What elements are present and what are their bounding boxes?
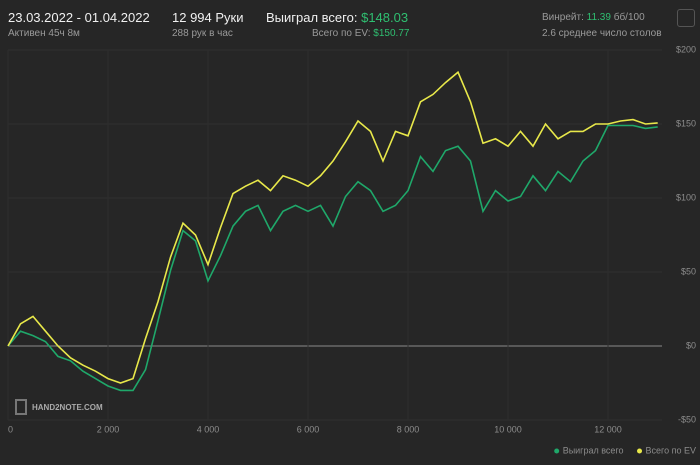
won-value: $148.03 xyxy=(361,10,409,25)
ev-total: Всего по EV: $150.77 xyxy=(312,28,409,39)
won-label: Выиграл всего: xyxy=(266,10,358,25)
winrate-value: 11.39 xyxy=(586,12,611,23)
legend-label: Выиграл всего xyxy=(563,445,624,455)
x-tick-label: 0 xyxy=(8,424,13,434)
x-tick-label: 12 000 xyxy=(594,424,622,434)
x-tick-label: 6 000 xyxy=(297,424,320,434)
y-tick-label: -$50 xyxy=(678,414,696,424)
legend-swatch xyxy=(637,448,643,454)
x-tick-label: 10 000 xyxy=(494,424,522,434)
y-tick-label: $50 xyxy=(681,266,696,276)
logo: HAND2NOTE.COM xyxy=(32,403,103,412)
y-tick-label: $100 xyxy=(676,192,696,202)
y-tick-label: $0 xyxy=(686,340,696,350)
winrate: Винрейт: 11.39 бб/100 xyxy=(542,12,645,23)
y-tick-label: $200 xyxy=(676,44,696,54)
line-series xyxy=(7,124,658,392)
legend-swatch xyxy=(554,448,560,454)
ev-value: $150.77 xyxy=(373,28,410,39)
hands: 12 994 Руки xyxy=(172,10,244,25)
y-tick-label: $150 xyxy=(676,118,696,128)
won-total: Выиграл всего: $148.03 xyxy=(266,10,408,25)
x-tick-label: 4 000 xyxy=(197,424,220,434)
legend-label: Всего по EV xyxy=(646,445,696,455)
winrate-label: Винрейт: xyxy=(542,12,584,23)
tables: 2.6 среднее число столов xyxy=(542,28,662,39)
active-time: Активен 45ч 8м xyxy=(8,28,80,39)
hands-per-hour: 288 рук в час xyxy=(172,28,233,39)
logo-icon xyxy=(15,399,27,415)
winrate-unit: бб/100 xyxy=(613,12,645,23)
dates: 23.03.2022 - 01.04.2022 xyxy=(8,10,150,25)
line-series xyxy=(7,70,658,384)
x-tick-label: 2 000 xyxy=(97,424,120,434)
settings-button[interactable] xyxy=(677,9,695,27)
ev-label: Всего по EV: xyxy=(312,28,371,39)
x-tick-label: 8 000 xyxy=(397,424,420,434)
